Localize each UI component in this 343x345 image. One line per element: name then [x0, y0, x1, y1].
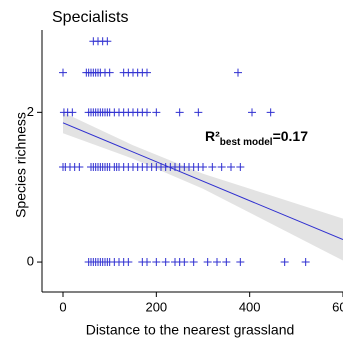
- point: [236, 258, 245, 267]
- point: [143, 108, 151, 117]
- point: [227, 162, 235, 171]
- x-axis-label: Distance to the nearest grassland: [86, 322, 295, 338]
- x-tick-label: 0: [59, 299, 66, 314]
- point: [189, 258, 198, 267]
- point: [59, 68, 67, 77]
- annotation: R²best model=0.17: [205, 128, 308, 148]
- point: [222, 258, 231, 267]
- point: [236, 162, 245, 171]
- chart-title: Specialists: [52, 9, 128, 26]
- point: [213, 258, 221, 267]
- point: [68, 108, 77, 117]
- confidence-band: [63, 112, 343, 261]
- point: [75, 162, 84, 171]
- point: [161, 258, 170, 267]
- y-tick-label: 0: [27, 253, 34, 268]
- point: [143, 258, 151, 267]
- point: [203, 258, 212, 267]
- point: [217, 162, 226, 171]
- point: [199, 162, 207, 171]
- point: [194, 108, 203, 117]
- point: [248, 108, 256, 117]
- y-axis-label: Species richness: [13, 112, 29, 218]
- fit-line: [62, 122, 343, 241]
- x-tick-label: 200: [145, 299, 167, 314]
- point: [208, 162, 217, 171]
- annotation-tail: =0.17: [273, 128, 309, 144]
- point: [143, 68, 151, 77]
- annotation-main: R²: [205, 128, 220, 144]
- point: [180, 258, 189, 267]
- point: [280, 258, 289, 267]
- point: [301, 258, 310, 267]
- y-tick-label: 2: [27, 104, 34, 119]
- point: [234, 68, 242, 77]
- point: [105, 68, 114, 77]
- point: [124, 258, 133, 267]
- point: [175, 108, 184, 117]
- point: [152, 258, 161, 267]
- x-tick-label: 400: [239, 299, 261, 314]
- point: [103, 37, 112, 46]
- annotation-sub: best model: [220, 137, 273, 148]
- point: [152, 108, 161, 117]
- point: [266, 108, 275, 117]
- x-tick-label: 600: [332, 299, 343, 314]
